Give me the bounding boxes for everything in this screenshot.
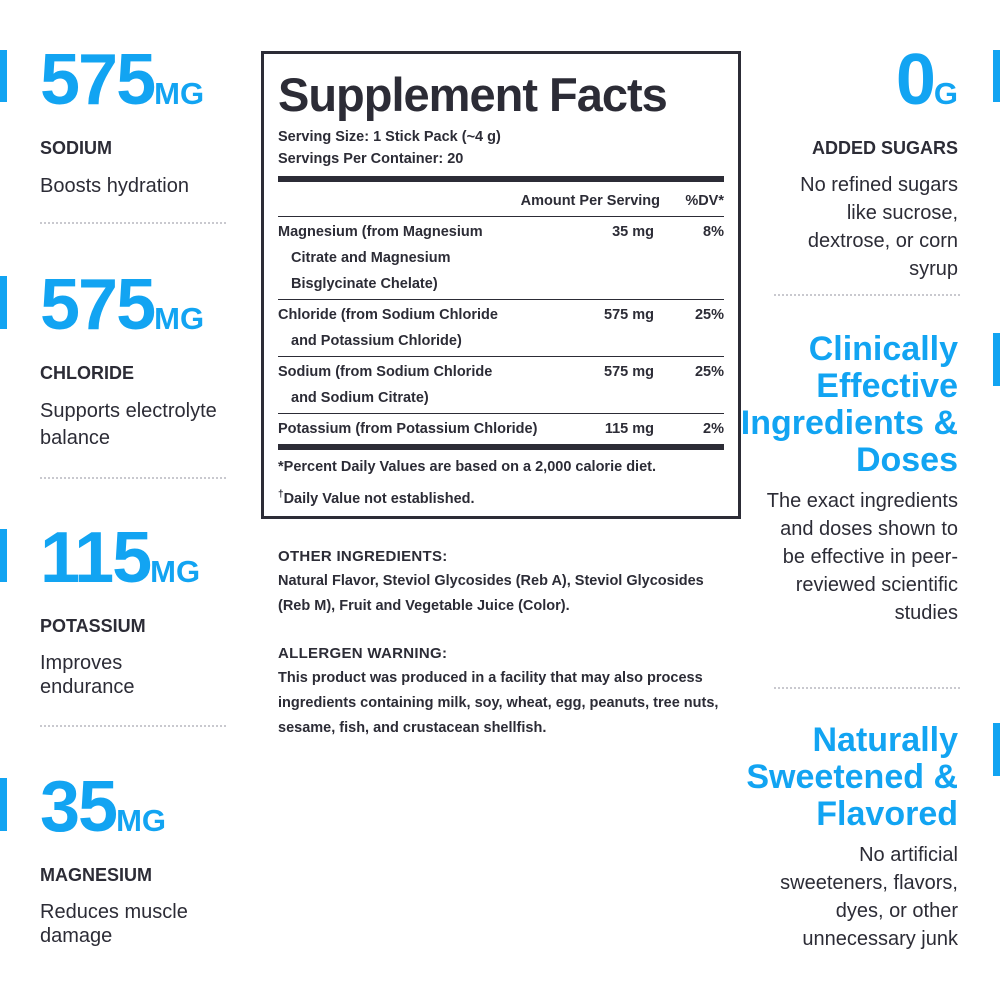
- divider: [774, 687, 960, 689]
- stat-sodium: 575MG SODIUM Boosts hydration: [40, 40, 240, 200]
- feature-desc: No artificial sweeteners, flavors, dyes,…: [780, 844, 958, 950]
- stat-label: SODIUM: [40, 138, 112, 158]
- divider: [40, 222, 226, 224]
- divider: [278, 176, 724, 182]
- allergen-text: This product was produced in a facility …: [278, 670, 719, 736]
- accent-bar: [0, 529, 7, 582]
- ingredients-title: OTHER INGREDIENTS:: [278, 548, 448, 565]
- stat-label: POTASSIUM: [40, 616, 146, 636]
- divider: [40, 477, 226, 479]
- nutrient-amount: 575 mg: [604, 364, 654, 380]
- nutrient-amount: 115 mg: [604, 421, 654, 437]
- feature-natural: Naturally Sweetened & Flavored No artifi…: [728, 722, 958, 953]
- stat-desc: Improves endurance: [40, 652, 135, 698]
- nutrient-name: Sodium (from Sodium Chloride and Sodium C…: [278, 364, 493, 406]
- feature-title: Naturally Sweetened & Flavored: [746, 721, 958, 833]
- facts-title: Supplement Facts: [278, 68, 668, 121]
- serving-size: Serving Size: 1 Stick Pack (~4 g): [278, 129, 501, 145]
- stat-label: CHLORIDE: [40, 363, 134, 383]
- col-dv: %DV*: [685, 193, 724, 209]
- nutrient-dv: 25%: [694, 307, 724, 323]
- facts-row: Magnesium (from Magnesium Citrate and Mag…: [278, 216, 724, 299]
- stat-value: 115MG: [40, 518, 201, 598]
- accent-bar: [993, 333, 1000, 386]
- nutrient-name: Magnesium (from Magnesium Citrate and Mag…: [278, 224, 483, 292]
- footnote: *Percent Daily Values are based on a 2,0…: [278, 459, 656, 475]
- stat-value: 575MG: [40, 40, 205, 120]
- footnote: †Daily Value not established.: [278, 489, 475, 507]
- stat-desc: Reduces muscle damage: [40, 901, 188, 947]
- divider: [774, 294, 960, 296]
- nutrient-amount: 575 mg: [604, 307, 654, 323]
- accent-bar: [0, 276, 7, 329]
- col-amount: Amount Per Serving: [520, 193, 660, 209]
- feature-title: Clinically Effective Ingredients & Doses: [740, 330, 958, 479]
- stat-added-sugars: 0G ADDED SUGARS No refined sugars like s…: [728, 40, 958, 283]
- stat-chloride: 575MG CHLORIDE Supports electrolyte bala…: [40, 265, 240, 452]
- servings-per-container: Servings Per Container: 20: [278, 151, 464, 167]
- accent-bar: [0, 50, 7, 102]
- feature-clinical: Clinically Effective Ingredients & Doses…: [728, 331, 958, 627]
- accent-bar: [0, 778, 7, 831]
- nutrient-dv: 25%: [694, 364, 724, 380]
- divider: [40, 725, 226, 727]
- facts-row: Chloride (from Sodium Chloride and Potass…: [278, 299, 724, 356]
- stat-magnesium: 35MG MAGNESIUM Reduces muscle damage: [40, 767, 240, 948]
- facts-row: Sodium (from Sodium Chloride and Sodium C…: [278, 356, 724, 413]
- stat-value: 0G: [895, 40, 958, 120]
- stat-value: 35MG: [40, 767, 167, 847]
- ingredients-text: Natural Flavor, Steviol Glycosides (Reb …: [278, 573, 704, 614]
- nutrient-name: Chloride (from Sodium Chloride and Potass…: [278, 307, 498, 349]
- other-info: OTHER INGREDIENTS: Natural Flavor, Stevi…: [278, 544, 738, 741]
- stat-desc: Supports electrolyte balance: [40, 400, 217, 449]
- stat-desc: Boosts hydration: [40, 175, 189, 197]
- nutrient-dv: 2%: [703, 421, 724, 437]
- accent-bar: [993, 50, 1000, 102]
- accent-bar: [993, 723, 1000, 776]
- stat-desc: No refined sugars like sucrose, dextrose…: [800, 174, 958, 280]
- stat-label: ADDED SUGARS: [811, 138, 958, 158]
- allergen-title: ALLERGEN WARNING:: [278, 645, 448, 662]
- facts-row: Potassium (from Potassium Chloride) 115 m…: [278, 413, 724, 444]
- supplement-facts-panel: Supplement Facts Serving Size: 1 Stick P…: [261, 51, 741, 519]
- nutrient-name: Potassium (from Potassium Chloride): [278, 421, 538, 437]
- stat-label: MAGNESIUM: [40, 865, 152, 885]
- facts-header: Amount Per Serving %DV*: [278, 182, 724, 216]
- feature-desc: The exact ingredients and doses shown to…: [766, 490, 958, 624]
- stat-potassium: 115MG POTASSIUM Improves endurance: [40, 518, 240, 699]
- nutrient-amount: 35 mg: [612, 224, 654, 240]
- stat-value: 575MG: [40, 265, 205, 345]
- nutrient-dv: 8%: [703, 224, 724, 240]
- divider: [278, 444, 724, 450]
